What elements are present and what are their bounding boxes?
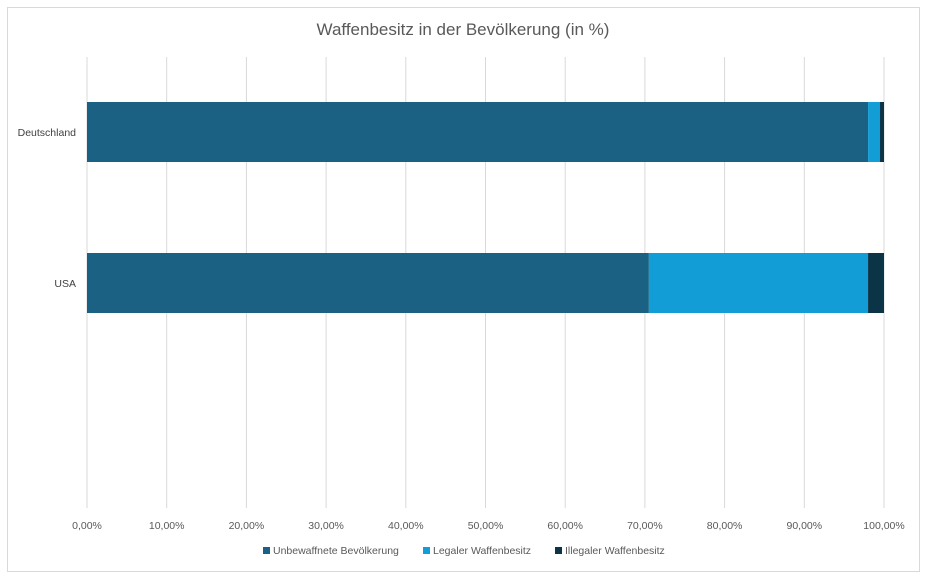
x-tick-label: 80,00% (707, 520, 743, 532)
legend-label: Unbewaffnete Bevölkerung (273, 545, 399, 557)
legend: Unbewaffnete Bevölkerung Legaler Waffenbe… (263, 545, 665, 557)
x-tick-label: 10,00% (149, 520, 185, 532)
legend-swatch (555, 547, 562, 554)
legend-label: Illegaler Waffenbesitz (565, 545, 665, 557)
y-axis-categories: Deutschland USA (18, 127, 77, 290)
category-label: Deutschland (18, 127, 77, 139)
bar-segment (648, 253, 869, 313)
bar-segment (880, 102, 884, 162)
category-label: USA (54, 278, 76, 290)
x-tick-label: 90,00% (786, 520, 822, 532)
legend-label: Legaler Waffenbesitz (433, 545, 531, 557)
x-tick-label: 0,00% (72, 520, 102, 532)
x-tick-label: 40,00% (388, 520, 424, 532)
x-tick-label: 30,00% (308, 520, 344, 532)
bar-segment (87, 102, 869, 162)
x-axis-ticks: 0,00% 10,00% 20,00% 30,00% 40,00% 50,00% 60,00… (72, 520, 905, 532)
legend-swatch (423, 547, 430, 554)
x-tick-label: 20,00% (229, 520, 265, 532)
chart-title: Waffenbesitz in der Bevölkerung (in %) (317, 20, 610, 39)
legend-swatch (263, 547, 270, 554)
x-tick-label: 60,00% (547, 520, 583, 532)
x-tick-label: 100,00% (863, 520, 904, 532)
x-tick-label: 50,00% (468, 520, 504, 532)
bar-segment (868, 102, 881, 162)
bar-segment (87, 253, 649, 313)
bar-segment (868, 253, 884, 313)
x-tick-label: 70,00% (627, 520, 663, 532)
bars (87, 102, 884, 313)
